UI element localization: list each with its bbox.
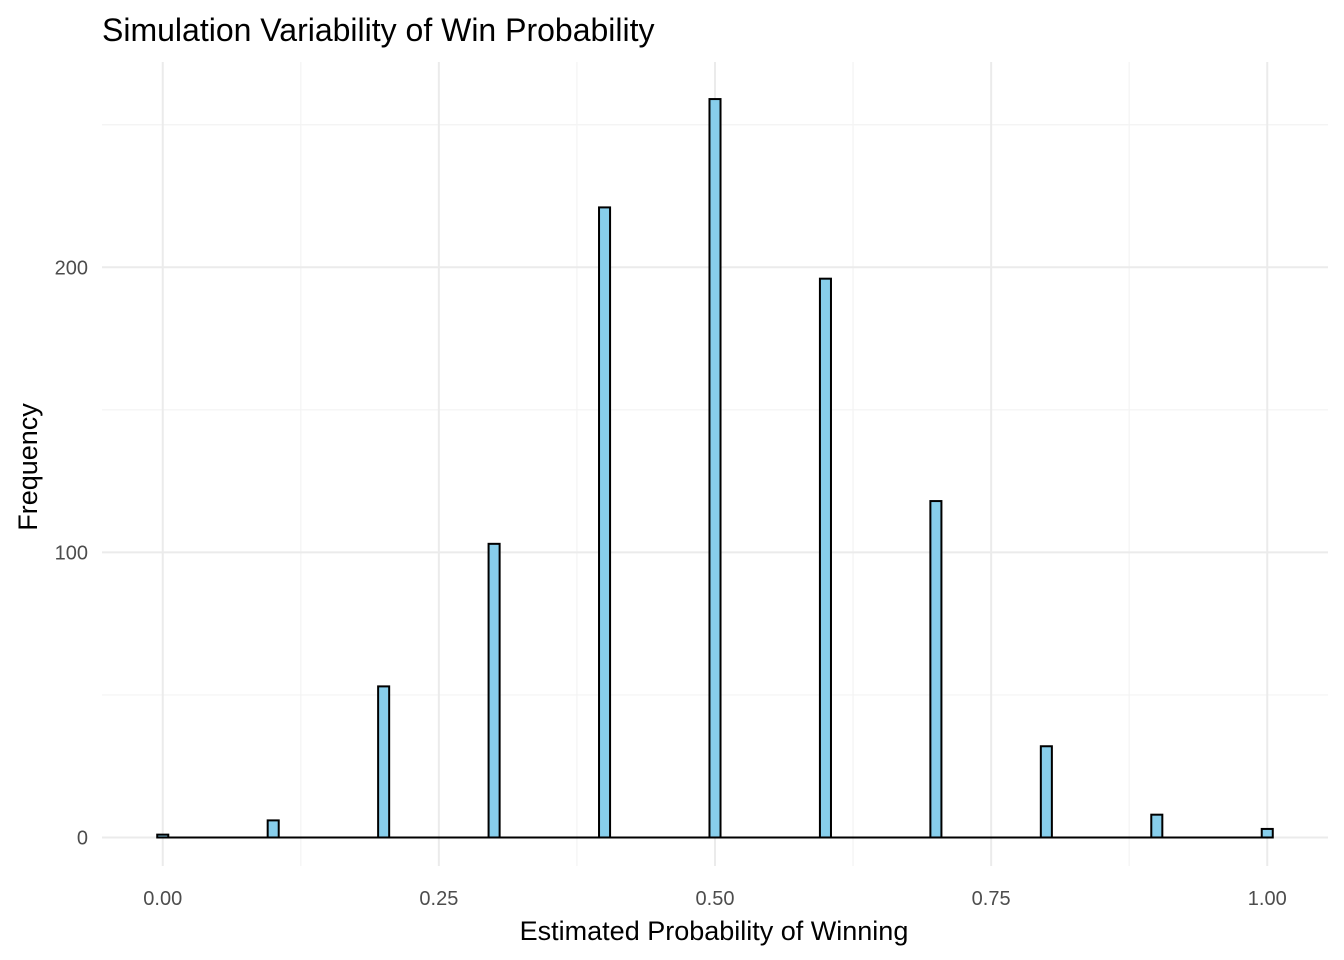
histogram-bar: [598, 206, 612, 839]
histogram-bars: [156, 98, 1274, 839]
x-tick-label: 0.00: [143, 888, 182, 910]
histogram-bar: [1039, 745, 1053, 839]
x-axis-title: Estimated Probability of Winning: [520, 916, 909, 946]
x-axis-ticks: 0.00 0.25 0.50 0.75 1.00: [143, 888, 1286, 910]
histogram-bar: [377, 685, 391, 839]
y-tick-label: 0: [77, 827, 88, 849]
x-tick-label: 0.25: [419, 888, 458, 910]
y-tick-label: 200: [55, 257, 88, 279]
histogram-bar: [929, 500, 943, 839]
histogram-bar: [708, 98, 722, 839]
y-axis-title: Frequency: [13, 403, 43, 531]
histogram-bar: [1150, 813, 1164, 839]
histogram-bar: [487, 542, 501, 839]
x-tick-label: 0.50: [696, 888, 735, 910]
histogram-bar: [266, 819, 280, 839]
chart-title: Simulation Variability of Win Probabilit…: [102, 12, 655, 48]
histogram-bar: [1260, 827, 1274, 839]
x-tick-label: 0.75: [972, 888, 1011, 910]
x-tick-label: 1.00: [1248, 888, 1287, 910]
y-tick-label: 100: [55, 542, 88, 564]
y-axis-ticks: 0 100 200: [55, 257, 88, 849]
histogram-bar: [818, 277, 832, 839]
